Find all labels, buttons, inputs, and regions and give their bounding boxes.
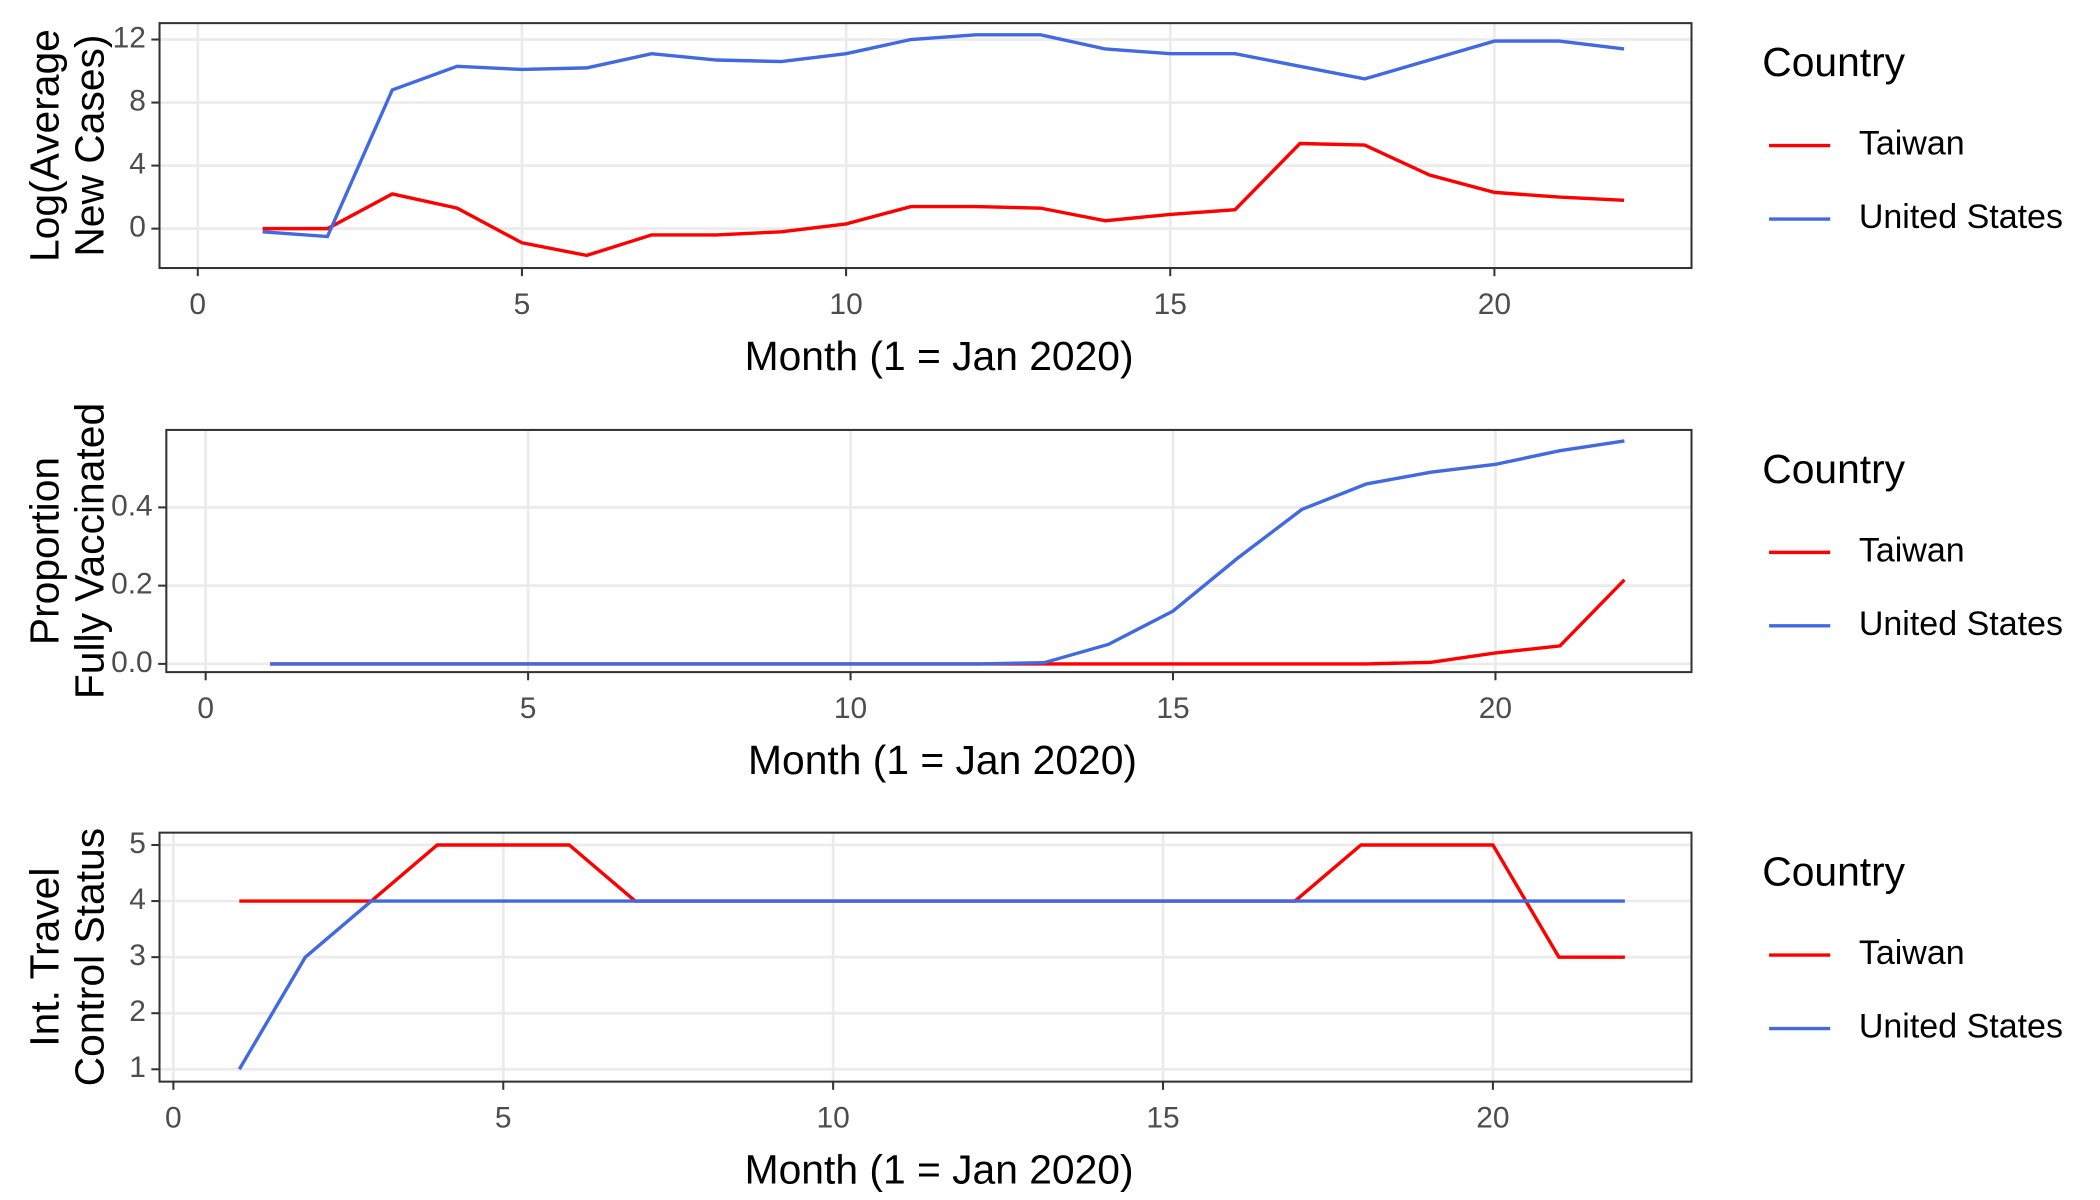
- x-tick-label: 15: [1156, 692, 1189, 725]
- x-tick-label: 20: [1479, 692, 1512, 725]
- x-tick-label: 5: [514, 288, 531, 321]
- x-axis-title: Month (1 = Jan 2020): [745, 333, 1134, 379]
- legend-label: United States: [1859, 605, 2063, 643]
- legend-label: United States: [1859, 1008, 2063, 1046]
- x-tick-label: 20: [1476, 1102, 1509, 1135]
- y-tick-label: 1: [129, 1051, 146, 1084]
- x-tick-label: 0: [165, 1102, 182, 1135]
- x-tick-label: 10: [829, 288, 862, 321]
- data-line: [270, 439, 1625, 666]
- x-tick-label: 20: [1478, 288, 1511, 321]
- legend-title: Country: [1762, 39, 1905, 85]
- y-tick-label: 5: [129, 827, 146, 860]
- x-tick-label: 10: [816, 1102, 849, 1135]
- x-tick-label: 10: [834, 692, 867, 725]
- y-axis-title: Control Status: [67, 828, 113, 1087]
- legend-label: Taiwan: [1859, 125, 1965, 163]
- x-tick-label: 15: [1154, 288, 1187, 321]
- x-tick-label: 5: [495, 1102, 512, 1135]
- x-tick-label: 15: [1146, 1102, 1179, 1135]
- y-axis-title: Proportion: [22, 457, 68, 645]
- legend-label: Taiwan: [1859, 531, 1965, 569]
- y-axis-title: Int. Travel: [22, 868, 68, 1047]
- panel: 0 5 10 15 20 0 4 8 12 Month (1 = Jan 2020) Log(Ave…: [22, 21, 2063, 379]
- x-axis-title: Month (1 = Jan 2020): [745, 1147, 1134, 1193]
- data-line: [262, 33, 1625, 239]
- y-axis-title: Log(Average: [22, 29, 68, 262]
- y-tick-label: 0.2: [111, 568, 153, 601]
- panel-border: [158, 831, 1693, 1083]
- x-tick-label: 5: [520, 692, 537, 725]
- y-tick-label: 4: [129, 883, 146, 916]
- y-tick-label: 2: [129, 995, 146, 1028]
- panel: 0 5 10 15 20 0.0 0.2 0.4 Month (1 = Jan 2020) Pro…: [22, 403, 2063, 783]
- panel-background: [166, 429, 1692, 673]
- y-axis-title: New Cases): [67, 34, 113, 256]
- data-line: [262, 141, 1625, 258]
- y-tick-label: 0.4: [111, 489, 153, 522]
- legend-title: Country: [1762, 446, 1905, 492]
- legend-label: United States: [1859, 198, 2063, 236]
- legend-title: Country: [1762, 849, 1905, 895]
- y-tick-label: 8: [129, 84, 146, 117]
- y-tick-label: 0.0: [111, 646, 153, 679]
- y-axis-title: Fully Vaccinated: [67, 403, 113, 699]
- y-tick-label: 3: [129, 939, 146, 972]
- legend-label: Taiwan: [1859, 934, 1965, 972]
- panel-border: [165, 428, 1693, 674]
- y-tick-label: 0: [129, 211, 146, 244]
- data-line: [237, 899, 1625, 1071]
- x-tick-label: 0: [189, 288, 206, 321]
- panel-background: [159, 23, 1692, 269]
- y-tick-label: 12: [113, 21, 146, 54]
- y-tick-label: 4: [129, 147, 146, 180]
- x-axis-title: Month (1 = Jan 2020): [748, 737, 1137, 783]
- x-tick-label: 0: [197, 692, 214, 725]
- panel: 0 5 10 15 20 1 2 3 4 5 Month (1 = Jan 2020) Int. Tr…: [22, 827, 2063, 1193]
- panel-border: [158, 22, 1693, 270]
